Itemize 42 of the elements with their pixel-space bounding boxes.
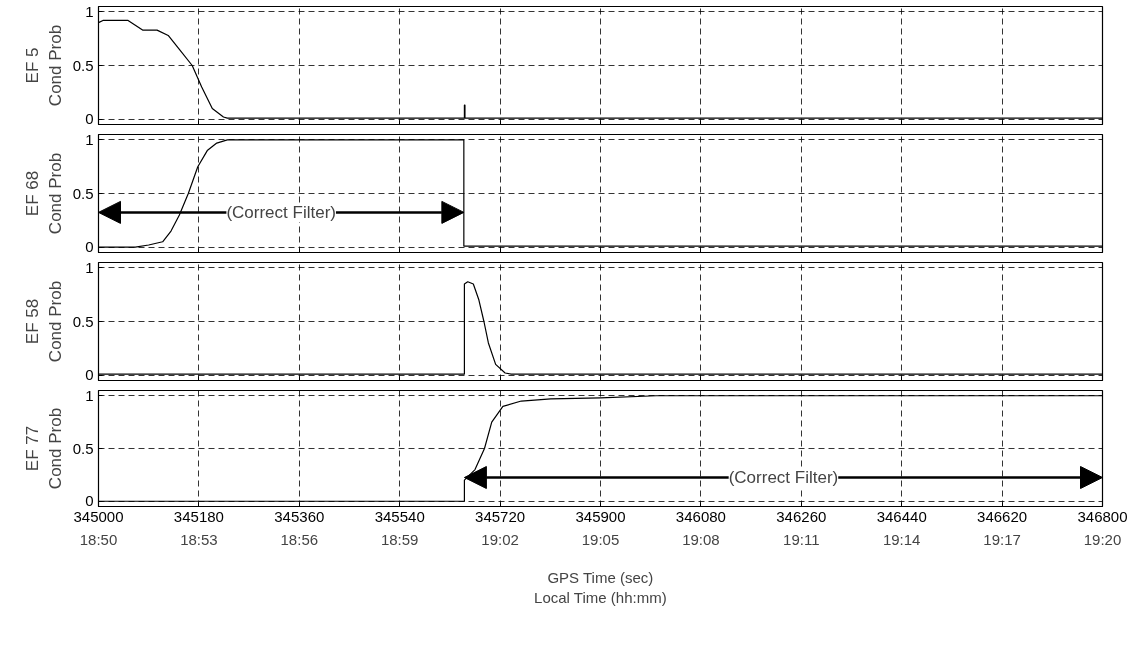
x-tick-label: 346260: [776, 507, 827, 525]
x-tick-label: 346620: [977, 507, 1028, 525]
x-tick-label: 345720: [475, 507, 526, 525]
y-tick-label: 0.5: [72, 439, 94, 457]
x-tick-label: 345900: [575, 507, 626, 525]
x2-tick-label: 19:08: [682, 530, 720, 548]
y-tick-label: 1: [85, 2, 94, 20]
y-tick-label: 0: [85, 366, 94, 384]
y-axis-title: EF 5 Cond Prob: [22, 24, 65, 107]
x2-tick-label: 19:05: [581, 530, 620, 548]
x2-tick-label: 19:14: [882, 530, 921, 548]
x-tick-label: 346800: [1077, 507, 1128, 525]
x-tick-label: 345000: [73, 507, 124, 525]
y-axis-title: EF 68 Cond Prob: [22, 152, 65, 235]
x2-tick-label: 19:02: [481, 530, 519, 548]
y-tick-label: 1: [85, 258, 94, 276]
x-tick-label: 345540: [374, 507, 425, 525]
y-tick-label: 0: [85, 492, 94, 510]
x2-tick-label: 18:50: [79, 530, 118, 548]
x-axis-title: GPS Time (sec): [547, 568, 654, 586]
x-tick-label: 345180: [173, 507, 224, 525]
x2-tick-label: 18:59: [380, 530, 419, 548]
y-tick-label: 0.5: [72, 184, 94, 202]
x2-tick-label: 19:17: [983, 530, 1021, 548]
y-tick-label: 0: [85, 110, 94, 128]
annotation: (Correct Filter): [226, 202, 336, 222]
y-tick-label: 0: [85, 238, 94, 256]
x2-tick-label: 19:20: [1083, 530, 1122, 548]
y-tick-label: 0.5: [72, 312, 94, 330]
y-tick-label: 1: [85, 130, 94, 148]
y-tick-label: 0.5: [72, 56, 94, 74]
x-tick-label: 345360: [274, 507, 325, 525]
y-axis-title: EF 58 Cond Prob: [22, 280, 65, 363]
y-tick-label: 1: [85, 386, 94, 404]
x2-tick-label: 18:56: [280, 530, 319, 548]
x2-tick-label: 18:53: [180, 530, 218, 548]
x2-tick-label: 19:11: [783, 530, 820, 548]
x-tick-label: 346080: [675, 507, 726, 525]
x-tick-label: 346440: [876, 507, 927, 525]
x2-axis-title: Local Time (hh:mm): [534, 588, 667, 606]
y-axis-title: EF 77 Cond Prob: [22, 407, 65, 490]
annotation: (Correct Filter): [728, 468, 839, 487]
